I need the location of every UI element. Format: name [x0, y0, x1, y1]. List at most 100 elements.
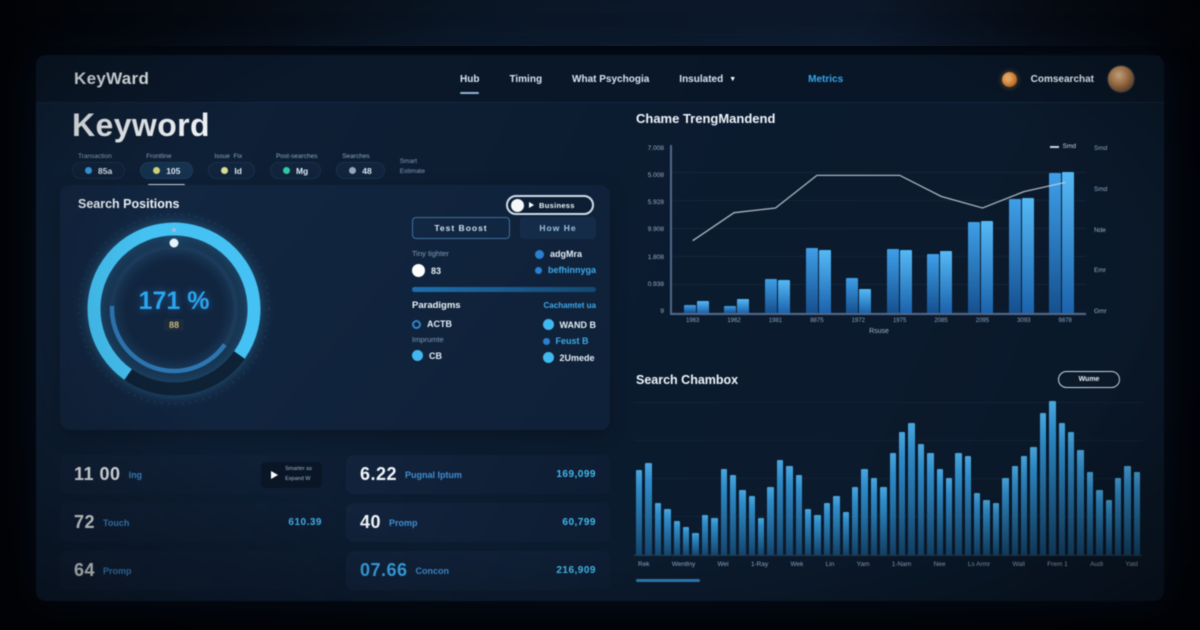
histogram-bar — [851, 487, 859, 555]
histogram-bar — [1058, 422, 1065, 555]
histogram-bar — [1096, 490, 1103, 555]
stat-caption: Imprumte — [412, 335, 444, 344]
test-boost-button[interactable]: Test Boost — [412, 217, 510, 239]
x-axis-title: Rsuse — [869, 328, 889, 335]
chip-value: Mg — [295, 165, 309, 176]
chip-dot-icon — [282, 167, 290, 174]
card-amount: 169,099 — [556, 469, 596, 480]
card-value: 6.22 — [360, 464, 398, 484]
play-action-button[interactable]: Smarter as Expand W — [261, 461, 322, 488]
histogram-x-labels: Rek Wentlny Wel 1-Ray Wek Lin Yam 1-Nam Nee Ls Ar… — [634, 561, 1142, 568]
axis-label: Smd — [1094, 185, 1108, 193]
nav-item-timing[interactable]: Timing — [509, 73, 543, 85]
filters-note: Smart Estimate — [400, 157, 425, 177]
stat-link-item[interactable]: Feust B — [542, 336, 597, 346]
histogram-bar — [917, 444, 925, 555]
histogram-bar — [654, 502, 662, 555]
positions-buttons: Test Boost How He — [412, 217, 596, 239]
axis-label: Audi — [1090, 561, 1104, 568]
filter-chip-searches[interactable]: Searches 48 — [336, 153, 385, 179]
axis-label: Wek — [790, 561, 804, 568]
stats-right-column: adgMra befhinnyga — [534, 249, 596, 277]
gauge-badge: 88 — [163, 319, 184, 331]
axis-label: Ls Armr — [967, 561, 991, 568]
search-positions-panel: Search Positions Business — [60, 185, 610, 430]
nav-item-insulated[interactable]: Insulated ▼ — [679, 74, 736, 85]
trend-bar — [737, 299, 750, 313]
legend-dash-icon — [1049, 145, 1059, 148]
histogram-bar — [823, 502, 831, 555]
card-label: Promp — [103, 565, 132, 576]
trend-bar — [940, 251, 953, 313]
blue-divider — [412, 287, 596, 292]
filter-chip-issue-fix[interactable]: Issue Fix Id — [208, 153, 255, 179]
axis-label: 5.928 — [647, 199, 664, 207]
axis-label: Lin — [825, 561, 835, 568]
histogram-bar — [673, 521, 680, 555]
card-amount: 60,799 — [562, 517, 596, 528]
nav-link-accent[interactable]: Metrics — [808, 73, 844, 85]
search-chart-button[interactable]: Wume — [1058, 371, 1120, 388]
axis-label: 1-Ray — [750, 561, 769, 568]
section-link[interactable]: Cachamtet ua — [543, 301, 596, 310]
section-row: Paradigms Cachamtet ua — [412, 300, 596, 311]
card-value: 40 — [360, 512, 382, 532]
nav-item-hub[interactable]: Hub — [460, 73, 480, 94]
stat-link-label: Feust B — [555, 336, 589, 346]
stat-caption: Tiny tighter — [412, 249, 449, 258]
histogram-bar — [898, 431, 906, 555]
chevron-down-icon: ▼ — [729, 75, 737, 83]
filter-chip-frontline[interactable]: Frontline 105 — [140, 153, 194, 186]
bar-group — [805, 145, 831, 313]
filter-chip-post-searches[interactable]: Post-searches Mg — [269, 153, 322, 179]
axis-label: 1972 — [851, 318, 865, 324]
bottom-accent-line — [636, 579, 700, 582]
axis-label: Wel — [717, 561, 729, 568]
stats-right-column: WAND B Feust B 2Umede — [542, 319, 597, 363]
chart-legend: Smd — [1049, 143, 1076, 150]
axis-label: 0.938 — [647, 280, 664, 288]
blue-dot-icon — [542, 337, 550, 345]
bar-group — [1049, 145, 1075, 313]
chip-dot-icon — [221, 167, 229, 174]
histogram-bar — [870, 478, 878, 555]
section-title: Paradigms — [412, 300, 461, 311]
trend-bar — [805, 247, 818, 313]
blue-dot-icon — [534, 249, 544, 259]
user-avatar[interactable] — [1108, 66, 1134, 92]
app-logo[interactable]: KeyWard — [74, 69, 150, 88]
histogram-bar — [1039, 413, 1047, 555]
stat-item: 83 — [412, 264, 449, 277]
histogram-bar — [880, 487, 887, 555]
nav-item-psychogia[interactable]: What Psychogia — [572, 73, 650, 85]
card-label: Promp — [389, 517, 418, 528]
histogram-bar — [983, 499, 990, 555]
histogram-bar — [1030, 447, 1037, 555]
play-icon — [271, 470, 279, 479]
panel-toggle[interactable]: Business — [506, 195, 594, 215]
trend-plot-area: Smd — [670, 143, 1086, 315]
stat-link-item[interactable]: befhinnyga — [534, 265, 596, 275]
account-name[interactable]: Comsearchat — [1030, 73, 1094, 85]
axis-label: Rek — [638, 561, 650, 568]
histogram-bar — [664, 508, 671, 555]
stat-link-label: befhinnyga — [547, 265, 596, 275]
chip-value: Id — [234, 165, 242, 176]
histogram-bar — [748, 496, 756, 555]
axis-label: 2095 — [975, 318, 990, 324]
search-volume-chart — [634, 401, 1142, 556]
filter-chip-transaction[interactable]: Transaction 85a — [72, 153, 126, 179]
axis-label: 1963 — [686, 318, 700, 324]
notification-icon[interactable] — [1001, 71, 1017, 87]
cyan-dot-icon — [542, 352, 554, 363]
trend-bar — [764, 279, 777, 313]
histogram-bar — [692, 533, 699, 555]
stats-top-columns: Tiny tighter 83 adgMra — [412, 249, 596, 277]
stat-value: WAND B — [559, 319, 597, 330]
histogram-bar — [945, 478, 953, 555]
how-he-button[interactable]: How He — [520, 217, 596, 239]
card-amount: 216,909 — [556, 565, 596, 576]
axis-label: 7.008 — [647, 145, 664, 152]
axis-label: 9878 — [1058, 318, 1072, 324]
gauge-value: 171 % — [138, 287, 210, 315]
